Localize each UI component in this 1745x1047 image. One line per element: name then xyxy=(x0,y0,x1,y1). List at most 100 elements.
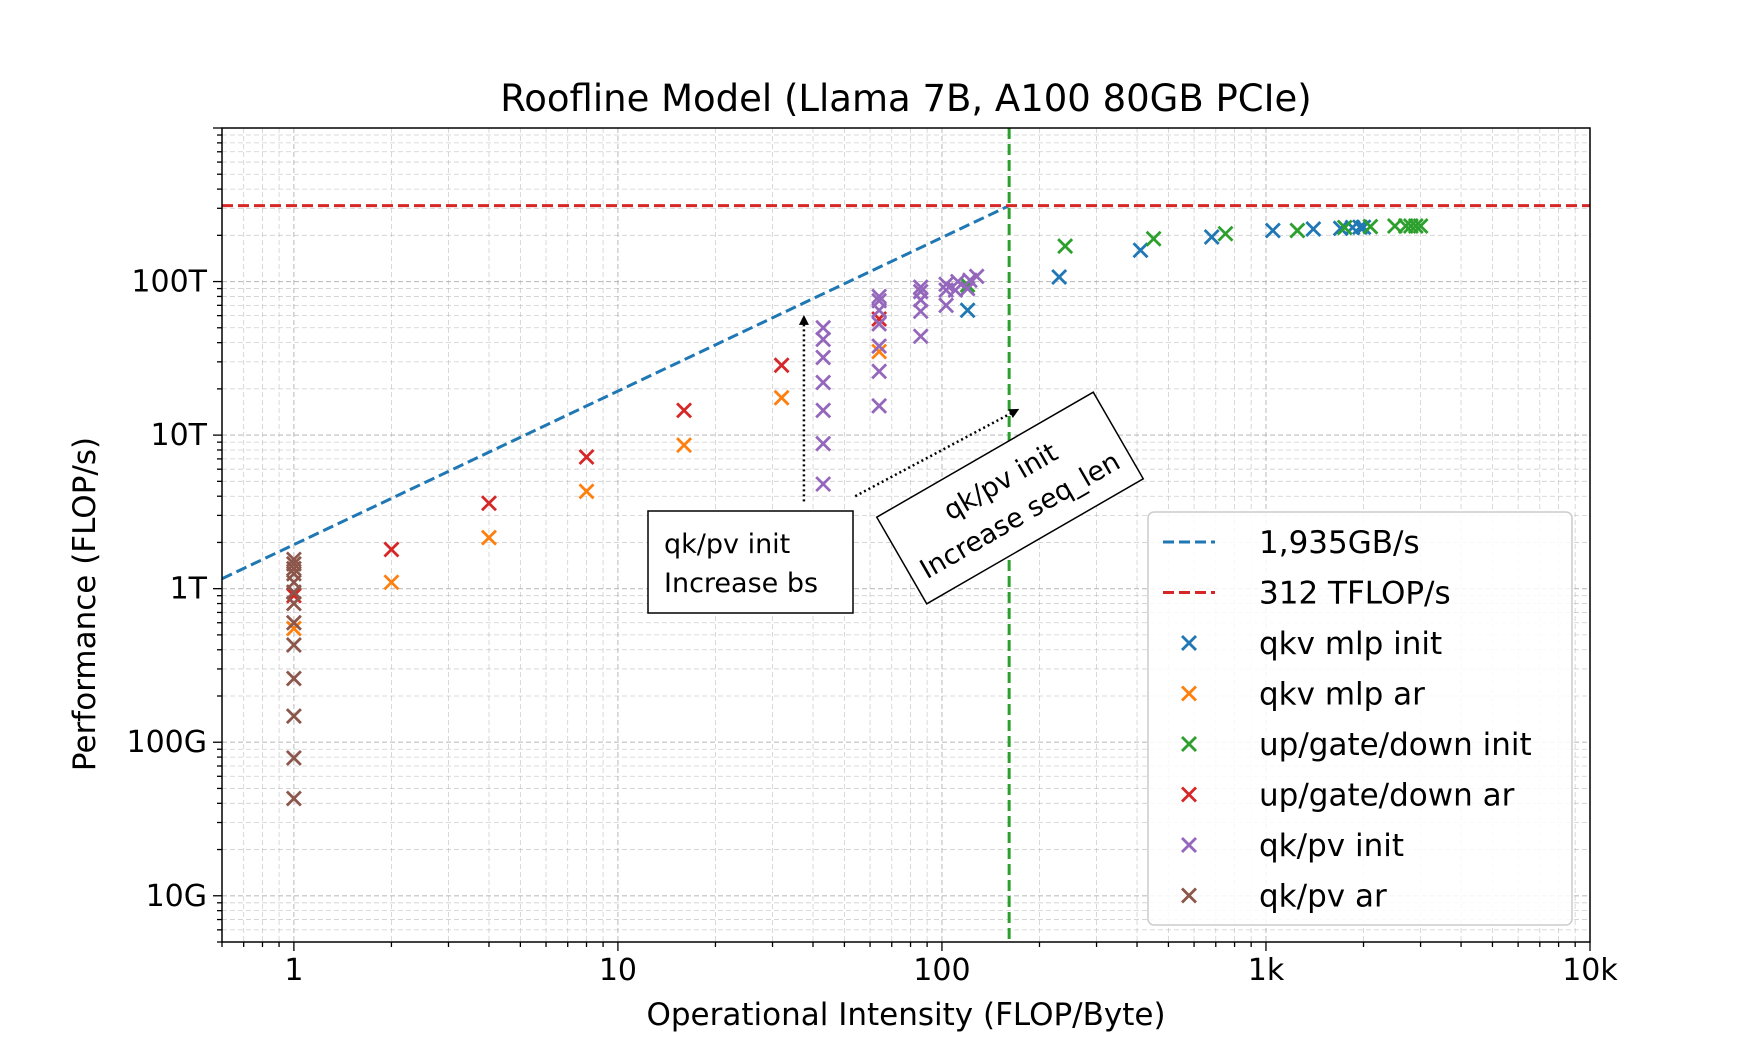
legend-label: up/gate/down init xyxy=(1259,727,1532,763)
data-point xyxy=(285,670,302,687)
marker-stroke xyxy=(815,349,832,366)
y-tick-label: 10G xyxy=(146,879,207,914)
legend-label: qkv mlp init xyxy=(1259,626,1442,662)
legend-label: up/gate/down ar xyxy=(1259,778,1515,814)
marker-stroke xyxy=(676,402,693,419)
marker-stroke xyxy=(1203,229,1220,246)
marker-stroke xyxy=(578,483,595,500)
annotation-box xyxy=(647,510,854,614)
data-point xyxy=(1289,222,1306,239)
marker-stroke xyxy=(676,437,693,454)
data-point xyxy=(285,595,302,612)
x-axis-label: Operational Intensity (FLOP/Byte) xyxy=(646,997,1165,1033)
x-tick-label: 1k xyxy=(1248,953,1285,988)
data-point xyxy=(959,302,976,319)
data-point xyxy=(815,435,832,452)
legend-swatch-marker xyxy=(1181,736,1197,752)
data-point xyxy=(912,328,929,345)
legend-entry: qk/pv ar xyxy=(1181,879,1387,915)
data-point xyxy=(815,402,832,419)
data-point xyxy=(871,315,888,332)
marker-stroke xyxy=(1407,218,1424,234)
data-point xyxy=(1051,269,1068,286)
annotation-increase-bs: qk/pv init Increase bs xyxy=(647,510,854,614)
marker-stroke xyxy=(1181,786,1197,803)
marker-stroke xyxy=(578,449,595,466)
annotation-line-1: qk/pv init xyxy=(664,529,790,560)
y-tick-label: 100G xyxy=(126,725,207,760)
marker-stroke xyxy=(912,303,929,320)
marker-stroke xyxy=(815,319,832,336)
arrow-increase-seq-len xyxy=(854,408,1020,498)
legend-label: 312 TFLOP/s xyxy=(1259,576,1451,612)
axis-ticks: 1 10 100 1k 10k 10G 100G 1T 10T 100T xyxy=(126,127,1618,988)
data-point xyxy=(1362,218,1379,235)
marker-stroke xyxy=(285,595,302,612)
data-point xyxy=(1057,238,1074,255)
data-point xyxy=(773,357,790,374)
data-point xyxy=(912,303,929,320)
legend-entry: 1,935GB/s xyxy=(1163,525,1420,561)
marker-stroke xyxy=(773,357,790,374)
data-points xyxy=(285,218,1429,807)
data-point xyxy=(285,790,302,807)
data-point xyxy=(1412,218,1429,234)
marker-stroke xyxy=(1057,238,1074,255)
data-point xyxy=(871,292,888,309)
marker-stroke xyxy=(285,551,302,568)
y-axis-label: Performance (FLOP/s) xyxy=(67,437,103,771)
data-point xyxy=(676,402,693,419)
marker-stroke xyxy=(383,541,400,558)
data-point xyxy=(968,268,985,285)
data-point xyxy=(383,574,400,591)
data-point xyxy=(1264,222,1281,239)
legend-swatch-marker xyxy=(1181,887,1197,904)
x-tick-label: 10 xyxy=(599,953,637,988)
legend-box xyxy=(1147,511,1573,926)
marker-stroke xyxy=(1305,220,1322,237)
marker-stroke xyxy=(1336,219,1353,236)
data-point xyxy=(815,374,832,391)
y-tick-label: 100T xyxy=(131,265,207,300)
legend-swatch-marker xyxy=(1181,635,1197,651)
marker-stroke xyxy=(1181,887,1197,904)
legend-entry: qkv mlp ar xyxy=(1181,677,1425,713)
marker-stroke xyxy=(871,397,888,414)
x-tick-label: 100 xyxy=(913,953,970,988)
marker-stroke xyxy=(1181,837,1197,853)
marker-stroke xyxy=(815,331,832,348)
marker-stroke xyxy=(1217,225,1234,242)
legend-entry: up/gate/down ar xyxy=(1181,778,1515,814)
marker-stroke xyxy=(1181,736,1197,752)
legend-entry: qk/pv init xyxy=(1181,828,1404,864)
marker-stroke xyxy=(815,435,832,452)
data-point xyxy=(912,279,929,296)
marker-stroke xyxy=(285,555,302,572)
data-point xyxy=(773,389,790,406)
chart-title: Roofline Model (Llama 7B, A100 80GB PCIe… xyxy=(500,77,1312,120)
marker-stroke xyxy=(285,708,302,725)
data-point xyxy=(871,363,888,380)
legend: 1,935GB/s 312 TFLOP/s qkv mlp init qkv mlp … xyxy=(1147,511,1573,926)
data-point xyxy=(815,476,832,493)
marker-stroke xyxy=(285,790,302,807)
marker-stroke xyxy=(773,389,790,406)
data-point xyxy=(285,708,302,725)
data-point xyxy=(285,551,302,568)
legend-label: qk/pv ar xyxy=(1259,879,1387,915)
axes-frame xyxy=(221,127,1591,943)
legend-label: qkv mlp ar xyxy=(1259,677,1425,713)
legend-label: qk/pv init xyxy=(1259,828,1404,864)
marker-stroke xyxy=(285,670,302,687)
legend-swatch-marker xyxy=(1181,837,1197,853)
marker-stroke xyxy=(815,374,832,391)
marker-stroke xyxy=(871,343,888,360)
marker-stroke xyxy=(1132,242,1149,259)
marker-stroke xyxy=(912,283,929,300)
marker-stroke xyxy=(871,363,888,380)
data-point xyxy=(1203,229,1220,246)
marker-stroke xyxy=(1332,220,1349,237)
annotation-arrows xyxy=(798,314,1020,502)
data-point xyxy=(815,331,832,348)
marker-stroke xyxy=(968,268,985,285)
